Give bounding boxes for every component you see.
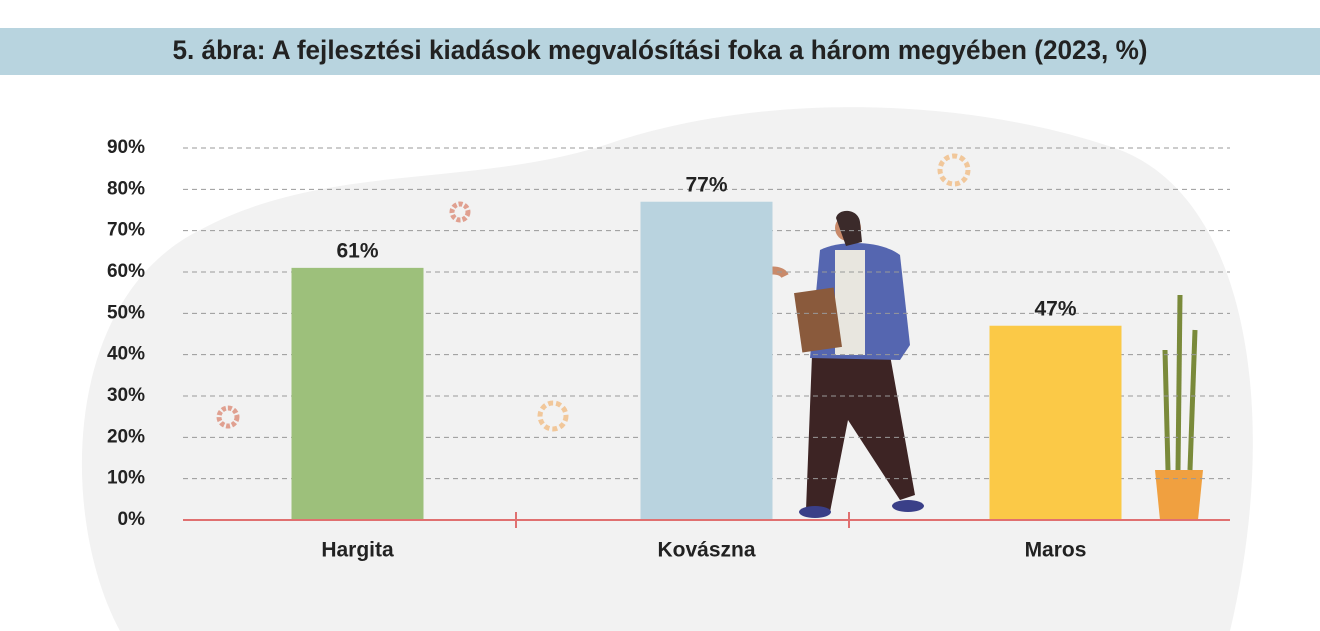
x-tick-label: Maros — [1025, 539, 1087, 562]
x-tick-label: Hargita — [321, 539, 394, 562]
y-tick-label: 50% — [107, 302, 145, 323]
plant-illustration — [1155, 294, 1203, 520]
bar — [291, 267, 424, 520]
y-tick-label: 70% — [107, 220, 145, 241]
x-tick-label: Kovászna — [657, 539, 755, 562]
y-tick-label: 10% — [107, 468, 145, 489]
value-label: 47% — [1034, 297, 1076, 320]
value-label: 77% — [685, 173, 727, 196]
bar — [989, 325, 1122, 520]
y-tick-label: 90% — [107, 137, 145, 158]
decorations — [216, 153, 971, 432]
y-tick-label: 60% — [107, 261, 145, 282]
y-tick-label: 30% — [107, 385, 145, 406]
y-tick-label: 20% — [107, 426, 145, 447]
title-banner — [0, 28, 1320, 75]
bar — [640, 201, 773, 520]
y-tick-label: 0% — [118, 509, 146, 530]
chart-title: 5. ábra: A fejlesztési kiadások megvalós… — [173, 35, 1148, 65]
value-label: 61% — [336, 239, 378, 262]
y-tick-label: 40% — [107, 344, 145, 365]
y-tick-label: 80% — [107, 178, 145, 199]
